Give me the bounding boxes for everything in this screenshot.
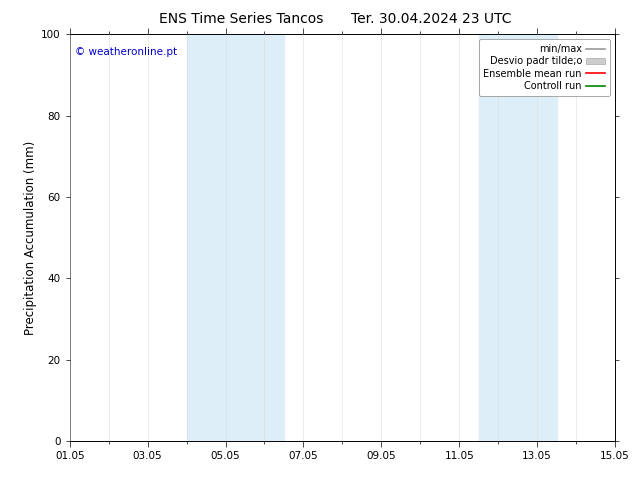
Bar: [479, 34, 557, 441]
Text: © weatheronline.pt: © weatheronline.pt: [75, 47, 178, 56]
Y-axis label: Precipitation Accumulation (mm): Precipitation Accumulation (mm): [24, 141, 37, 335]
Bar: [186, 34, 284, 441]
Text: ENS Time Series Tancos: ENS Time Series Tancos: [158, 12, 323, 26]
Legend: min/max, Desvio padr tilde;o, Ensemble mean run, Controll run: min/max, Desvio padr tilde;o, Ensemble m…: [479, 39, 610, 96]
Text: Ter. 30.04.2024 23 UTC: Ter. 30.04.2024 23 UTC: [351, 12, 512, 26]
